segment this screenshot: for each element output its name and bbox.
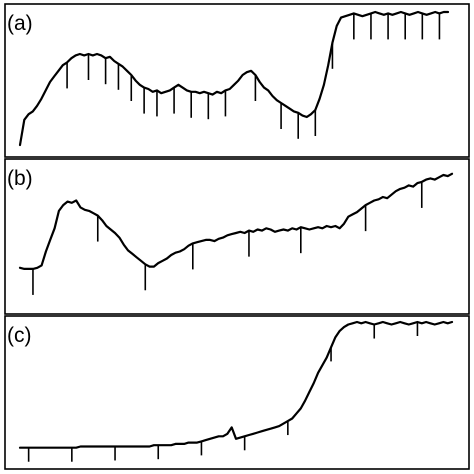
panel-b-trace — [18, 172, 454, 270]
panel-b: (b) — [4, 158, 470, 315]
panel-c-label: (c) — [7, 324, 32, 347]
panel-b-frame — [4, 158, 470, 315]
panel-b-label: (b) — [7, 167, 33, 190]
panel-c-trace — [18, 320, 454, 449]
panel-a-label: (a) — [7, 12, 33, 35]
panel-c-frame — [4, 315, 470, 470]
panel-a-plot — [18, 10, 450, 147]
panel-a-trace — [18, 10, 450, 147]
panel-c: (c) — [4, 315, 470, 470]
panel-b-plot — [18, 172, 454, 295]
panel-c-plot — [18, 320, 454, 462]
panel-a: (a) — [4, 3, 470, 158]
